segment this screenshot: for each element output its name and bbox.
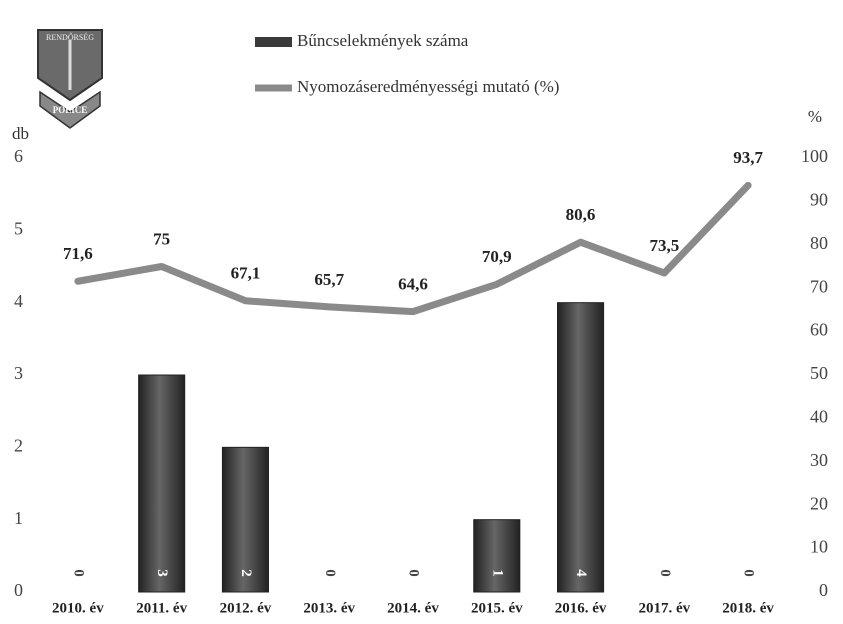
y2-tick-label: 80 — [810, 233, 828, 253]
y2-tick-label: 90 — [810, 190, 828, 210]
logo-bottom: POLICE — [53, 105, 88, 115]
x-tick-label: 2012. év — [220, 600, 272, 616]
y-tick-label: 2 — [14, 435, 23, 455]
line-value-label: 70,9 — [482, 247, 512, 266]
y-tick-label: 5 — [14, 218, 23, 238]
x-tick-label: 2014. év — [387, 600, 439, 616]
y2-tick-label: 20 — [810, 493, 828, 513]
y-tick-label: 1 — [14, 508, 23, 528]
bar-value-label: 0 — [322, 569, 338, 577]
legend-swatch — [255, 37, 292, 47]
line-value-label: 73,5 — [649, 236, 679, 255]
bar-value-label: 0 — [741, 569, 757, 577]
bar-value-label: 4 — [573, 569, 589, 577]
bar-value-label: 3 — [154, 569, 170, 577]
bar-value-label: 0 — [70, 569, 86, 577]
chart: RENDŐRSÉG POLICE db % 012345601020304050… — [0, 0, 843, 624]
x-tick-label: 2015. év — [471, 600, 523, 616]
y2-tick-label: 0 — [819, 580, 828, 600]
y-tick-label: 0 — [14, 580, 23, 600]
bar-value-label: 0 — [657, 569, 673, 577]
line-value-label: 67,1 — [231, 264, 261, 283]
line-value-label: 80,6 — [566, 205, 596, 224]
y-tick-label: 4 — [14, 291, 23, 311]
bar-value-label: 1 — [489, 569, 505, 577]
bar-value-label: 0 — [406, 569, 422, 577]
x-tick-label: 2013. év — [303, 600, 355, 616]
y2-tick-label: 100 — [801, 146, 828, 166]
y-tick-label: 3 — [14, 363, 23, 383]
legend-label: Bűncselekmények száma — [297, 31, 469, 50]
y2-axis-label: % — [808, 107, 822, 126]
x-tick-label: 2016. év — [555, 600, 607, 616]
bar — [474, 520, 520, 592]
y-tick-label: 6 — [14, 146, 23, 166]
logo: RENDŐRSÉG POLICE — [38, 30, 102, 128]
x-tick-label: 2011. év — [136, 600, 187, 616]
y2-tick-label: 50 — [810, 363, 828, 383]
line-value-label: 65,7 — [314, 270, 344, 289]
y2-tick-label: 70 — [810, 276, 828, 296]
line-value-label: 71,6 — [63, 244, 93, 263]
y2-tick-label: 10 — [810, 537, 828, 557]
y2-tick-label: 60 — [810, 320, 828, 340]
bar — [139, 375, 185, 592]
line-value-label: 75 — [153, 229, 170, 248]
legend-label: Nyomozáseredményességi mutató (%) — [297, 77, 559, 96]
y2-tick-label: 40 — [810, 407, 828, 427]
y2-tick-label: 30 — [810, 450, 828, 470]
x-tick-label: 2018. év — [722, 600, 774, 616]
logo-top: RENDŐRSÉG — [46, 32, 94, 42]
line-value-label: 93,7 — [733, 148, 763, 167]
x-tick-label: 2010. év — [52, 600, 104, 616]
line-value-label: 64,6 — [398, 275, 428, 294]
x-tick-label: 2017. év — [638, 600, 690, 616]
bar — [558, 303, 604, 592]
bar-value-label: 2 — [238, 569, 254, 577]
y-axis-label: db — [12, 124, 29, 143]
